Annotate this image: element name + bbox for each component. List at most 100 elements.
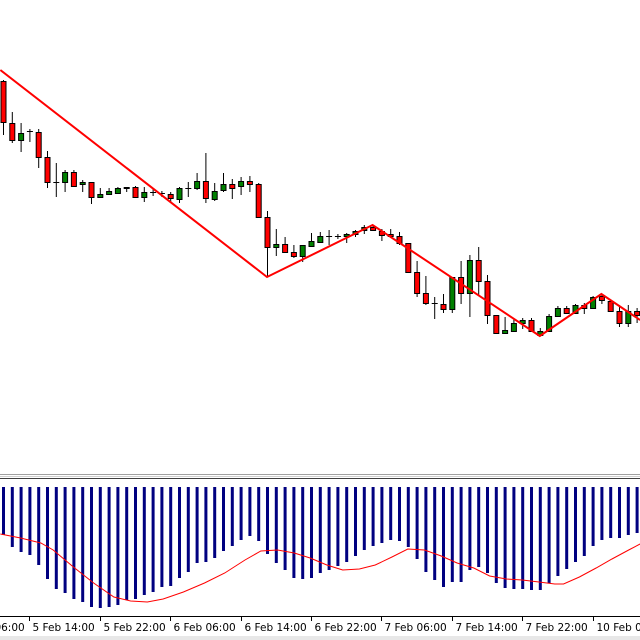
time-tick-label: 7 Feb 06:00 [385, 622, 447, 634]
candle [238, 177, 245, 195]
oscillator-bar [468, 487, 472, 570]
oscillator-bar [345, 487, 349, 562]
candle-body [106, 191, 113, 195]
candle-body [414, 272, 421, 294]
candle-body [255, 184, 262, 218]
oscillator-bar [512, 487, 516, 589]
oscillator-bar [63, 487, 67, 593]
candle-body [18, 133, 25, 141]
time-tick-label: 5 Feb 22:00 [104, 622, 166, 634]
candle [97, 188, 104, 198]
oscillator-bar [591, 487, 595, 546]
candle-body [0, 81, 7, 123]
candle [220, 173, 227, 192]
bottom-scrollbar[interactable] [0, 636, 640, 640]
oscillator-bar [406, 487, 410, 547]
candle [88, 182, 95, 204]
oscillator-bar [107, 487, 111, 607]
oscillator-panel[interactable] [0, 487, 640, 608]
candle [106, 188, 113, 195]
oscillator-bar [169, 487, 173, 586]
oscillator-bar [521, 487, 525, 589]
oscillator-bar [477, 487, 481, 567]
candle-body [493, 315, 500, 334]
oscillator-bar [327, 487, 331, 570]
oscillator-bar [371, 487, 375, 546]
candle-body [370, 227, 377, 231]
candle [53, 163, 60, 197]
candle-body [132, 187, 139, 198]
oscillator-bar [46, 487, 49, 579]
oscillator-bar [503, 487, 507, 588]
candle-body [607, 301, 614, 312]
price-panel[interactable] [0, 69, 640, 338]
oscillator-bar [389, 487, 393, 540]
candle-body [70, 172, 77, 187]
candle-body [466, 260, 473, 294]
oscillator-bar [574, 487, 577, 562]
candle [79, 180, 86, 192]
time-tick-label: 6 Feb 06:00 [174, 622, 236, 634]
oscillator-bar [72, 487, 76, 599]
oscillator-bar [301, 487, 305, 579]
candle-body [246, 181, 253, 185]
time-tick-label: 6 Feb 14:00 [245, 622, 307, 634]
oscillator-bar [292, 487, 296, 578]
oscillator-bar [336, 487, 340, 566]
candle [150, 189, 157, 196]
oscillator-bar [134, 487, 137, 599]
candle-body [88, 182, 95, 198]
oscillator-bar [283, 487, 287, 570]
candle [62, 170, 69, 192]
oscillator-bar [582, 487, 586, 556]
candle [70, 170, 77, 187]
oscillator-bar [494, 487, 498, 583]
candle [326, 230, 333, 245]
candle [440, 294, 447, 313]
candle-body [282, 244, 289, 253]
oscillator-bar [257, 487, 261, 541]
candle-body [440, 304, 447, 310]
oscillator-bar [600, 487, 604, 540]
candle [18, 123, 25, 152]
candle [625, 305, 632, 327]
candle [308, 233, 315, 247]
candle-body [405, 243, 412, 273]
candle [211, 183, 218, 201]
signal-line [0, 533, 640, 603]
oscillator-bar [178, 487, 181, 578]
oscillator-bar [186, 487, 190, 572]
candle-body [634, 311, 640, 316]
oscillator-bar [248, 487, 252, 536]
candle [510, 318, 517, 332]
candle-body [554, 308, 561, 317]
time-tick-label: 10 Feb 06:00 [597, 622, 640, 634]
oscillator-bar [538, 487, 542, 590]
candle-body [484, 281, 491, 316]
zigzag-line [0, 69, 640, 338]
candle [35, 129, 42, 168]
oscillator-bar [635, 487, 639, 533]
oscillator-bar [609, 487, 613, 538]
oscillator-bar [116, 487, 120, 605]
candle-body [62, 172, 69, 183]
oscillator-bar [530, 487, 533, 590]
oscillator-bar [160, 487, 164, 587]
oscillator-bar [442, 487, 445, 587]
candle-body [273, 244, 280, 248]
oscillator-bar [415, 487, 419, 559]
oscillator-bar [380, 487, 384, 543]
candle [598, 294, 605, 304]
candle [466, 255, 473, 317]
candle [255, 183, 262, 218]
oscillator-bar [28, 487, 32, 555]
candle [449, 277, 456, 313]
oscillator-bar [318, 487, 322, 573]
candle [563, 306, 570, 314]
oscillator-bar [204, 487, 208, 562]
candle [422, 276, 429, 305]
oscillator-bar [19, 487, 23, 552]
candle [546, 314, 553, 332]
candle [176, 187, 183, 203]
